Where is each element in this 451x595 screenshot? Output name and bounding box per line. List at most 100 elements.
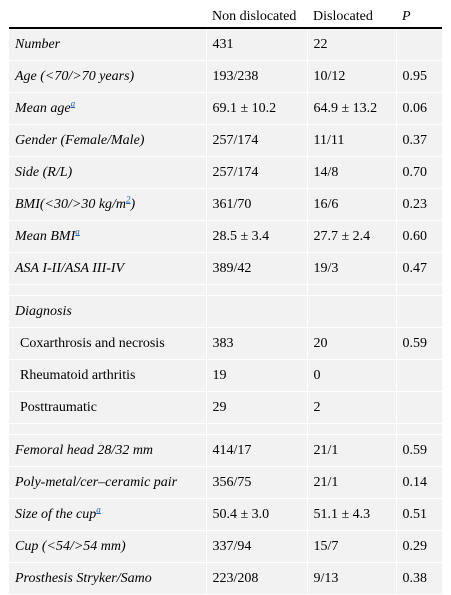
row-label: Mean agea [9,92,206,125]
cell-non-dislocated: 69.1 ± 10.2 [205,92,307,125]
row-label: Size of the cupa [9,498,206,531]
footnote-link[interactable]: a [96,503,101,514]
row-label: Poly-metal/cer–ceramic pair [9,466,206,499]
table-row: Gender (Female/Male) 257/174 11/11 0.37 [9,124,442,157]
row-label: Rheumatoid arthritis [9,359,206,392]
cell-dislocated: 64.9 ± 13.2 [306,92,396,125]
cell-non-dislocated: 337/94 [205,530,307,563]
cell-p: 0.59 [395,434,442,467]
row-label: Posttraumatic [9,391,206,424]
cell-dislocated: 20 [306,327,396,360]
table-row: Rheumatoid arthritis 19 0 [9,359,442,392]
cell-p: 0.70 [395,156,442,189]
cell-dislocated: 0 [306,359,396,392]
cell-dislocated: 22 [306,28,396,61]
cell-non-dislocated: 431 [205,28,307,61]
cell-p: 0.95 [395,60,442,93]
row-label: Side (R/L) [9,156,206,189]
cell-non-dislocated: 28.5 ± 3.4 [205,220,307,253]
cell-non-dislocated: 257/174 [205,156,307,189]
cell-dislocated: 21/1 [306,434,396,467]
row-label: Cup (<54/>54 mm) [9,530,206,563]
cell-p: 0.51 [395,498,442,531]
table-row: Number 431 22 [9,28,442,61]
row-label-text: Mean age [15,100,71,116]
table-row: Prosthesis Stryker/Samo 223/208 9/13 0.3… [9,562,442,595]
row-label-text: BMI(<30/>30 kg/m [15,196,127,212]
table-row: Coxarthrosis and necrosis 383 20 0.59 [9,327,442,360]
cell-p [395,28,442,61]
cell-non-dislocated: 193/238 [205,60,307,93]
row-separator [9,423,442,435]
cell-dislocated: 9/13 [306,562,396,595]
cell-p [395,359,442,392]
cell-non-dislocated: 257/174 [205,124,307,157]
row-label: Coxarthrosis and necrosis [9,327,206,360]
cell-dislocated: 15/7 [306,530,396,563]
cell-p: 0.29 [395,530,442,563]
table-row: Side (R/L) 257/174 14/8 0.70 [9,156,442,189]
row-label: BMI(<30/>30 kg/m2) [9,188,206,221]
header-dislocated: Dislocated [307,7,396,29]
row-label: Gender (Female/Male) [9,124,206,157]
cell-non-dislocated: 19 [205,359,307,392]
cell-p: 0.23 [395,188,442,221]
cell-non-dislocated: 50.4 ± 3.0 [205,498,307,531]
row-label: Age (<70/>70 years) [9,60,206,93]
cell-non-dislocated: 414/17 [205,434,307,467]
cell-dislocated: 21/1 [306,466,396,499]
cell-p: 0.38 [395,562,442,595]
table-row: Poly-metal/cer–ceramic pair 356/75 21/1 … [9,466,442,499]
unit-superscript-link[interactable]: 2 [126,193,131,204]
cell-p: 0.37 [395,124,442,157]
footnote-link[interactable]: a [75,225,80,236]
section-header-row: Diagnosis [9,295,442,328]
table-row: Posttraumatic 29 2 [9,391,442,424]
cell-dislocated: 27.7 ± 2.4 [306,220,396,253]
cell-non-dislocated: 389/42 [205,252,307,285]
table-row: ASA I-II/ASA III-IV 389/42 19/3 0.47 [9,252,442,285]
footnote-link[interactable]: a [70,97,76,108]
cell-non-dislocated: 29 [205,391,307,424]
cell-p: 0.59 [395,327,442,360]
cell-dislocated: 10/12 [306,60,396,93]
header-non-dislocated: Non dislocated [206,7,307,29]
cell-non-dislocated: 383 [205,327,307,360]
header-blank [9,7,206,29]
table-row: Femoral head 28/32 mm 414/17 21/1 0.59 [9,434,442,467]
cell-dislocated: 51.1 ± 4.3 [306,498,396,531]
cell-dislocated: 14/8 [306,156,396,189]
row-label: Number [9,28,206,61]
row-label-suffix: ) [130,196,136,212]
cell-p: 0.14 [395,466,442,499]
cell-non-dislocated: 223/208 [205,562,307,595]
row-label: Femoral head 28/32 mm [9,434,206,467]
header-row: Non dislocated Dislocated P [9,7,442,29]
cell-non-dislocated: 356/75 [205,466,307,499]
cell-dislocated: 19/3 [306,252,396,285]
row-label: ASA I-II/ASA III-IV [9,252,206,285]
section-label-diagnosis: Diagnosis [9,295,206,328]
row-label-text: Mean BMI [15,228,76,244]
row-separator [9,284,442,296]
table-row: Mean agea 69.1 ± 10.2 64.9 ± 13.2 0.06 [9,92,442,125]
cell-p [395,391,442,424]
cell-p: 0.60 [395,220,442,253]
cell-p: 0.06 [395,92,442,125]
cell-dislocated: 16/6 [306,188,396,221]
row-label-text: Size of the cup [15,506,97,522]
row-label: Mean BMIa [9,220,206,253]
table-row: Mean BMIa 28.5 ± 3.4 27.7 ± 2.4 0.60 [9,220,442,253]
cell-dislocated: 11/11 [306,124,396,157]
table-row: Size of the cupa 50.4 ± 3.0 51.1 ± 4.3 0… [9,498,442,531]
comparison-table: Non dislocated Dislocated P Number 431 2… [9,7,442,595]
table-row: Cup (<54/>54 mm) 337/94 15/7 0.29 [9,530,442,563]
cell-non-dislocated: 361/70 [205,188,307,221]
cell-p: 0.47 [395,252,442,285]
header-p-value: P [396,7,442,29]
table-row: BMI(<30/>30 kg/m2) 361/70 16/6 0.23 [9,188,442,221]
row-label: Prosthesis Stryker/Samo [9,562,206,595]
cell-dislocated: 2 [306,391,396,424]
table-row: Age (<70/>70 years) 193/238 10/12 0.95 [9,60,442,93]
